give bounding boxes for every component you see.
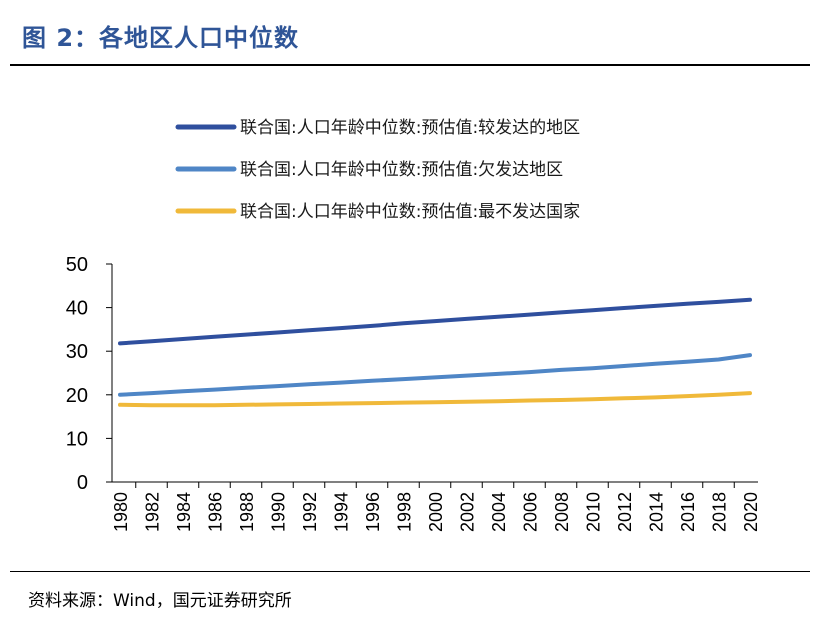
x-tick-label: 1982 <box>143 492 163 532</box>
source-note: 资料来源：Wind，国元证券研究所 <box>28 591 292 611</box>
legend-label-2: 联合国:人口年龄中位数:预估值:欠发达地区 <box>240 160 563 180</box>
x-tick-label: 2020 <box>741 492 761 532</box>
x-tick-label: 2016 <box>678 492 698 532</box>
x-tick-label: 2012 <box>615 492 635 532</box>
x-tick-label: 1996 <box>363 492 383 532</box>
y-tick-label: 50 <box>66 254 88 276</box>
legend-label-1: 联合国:人口年龄中位数:预估值:较发达的地区 <box>240 118 580 138</box>
y-tick-label: 40 <box>66 298 88 320</box>
series-line-1 <box>118 297 752 346</box>
x-tick-label: 2008 <box>552 492 572 532</box>
x-tick-label: 1990 <box>269 492 289 532</box>
y-tick-label: 10 <box>66 428 88 450</box>
x-tick-label: 2018 <box>710 492 730 532</box>
y-tick-label: 30 <box>66 341 88 363</box>
legend-label-3: 联合国:人口年龄中位数:预估值:最不发达国家 <box>240 202 580 222</box>
x-tick-label: 1998 <box>395 492 415 532</box>
x-tick-label: 2000 <box>426 492 446 532</box>
figure-title: 图 2：各地区人口中位数 <box>22 24 300 52</box>
x-tick-label: 2010 <box>584 492 604 532</box>
x-tick-label: 1980 <box>111 492 131 532</box>
x-tick-label: 2004 <box>489 492 509 532</box>
y-tick-label: 0 <box>77 472 88 494</box>
series-line-3 <box>118 391 752 408</box>
x-tick-label: 1988 <box>237 492 257 532</box>
y-tick-label: 20 <box>66 385 88 407</box>
x-tick-label: 2014 <box>647 492 667 532</box>
x-tick-label: 1992 <box>300 492 320 532</box>
x-tick-label: 2006 <box>521 492 541 532</box>
series-line-2 <box>118 353 752 397</box>
bottom-divider <box>10 571 810 572</box>
top-divider <box>10 64 810 66</box>
x-tick-label: 2002 <box>458 492 478 532</box>
x-tick-label: 1986 <box>206 492 226 532</box>
x-tick-label: 1984 <box>174 492 194 532</box>
x-tick-label: 1994 <box>332 492 352 532</box>
